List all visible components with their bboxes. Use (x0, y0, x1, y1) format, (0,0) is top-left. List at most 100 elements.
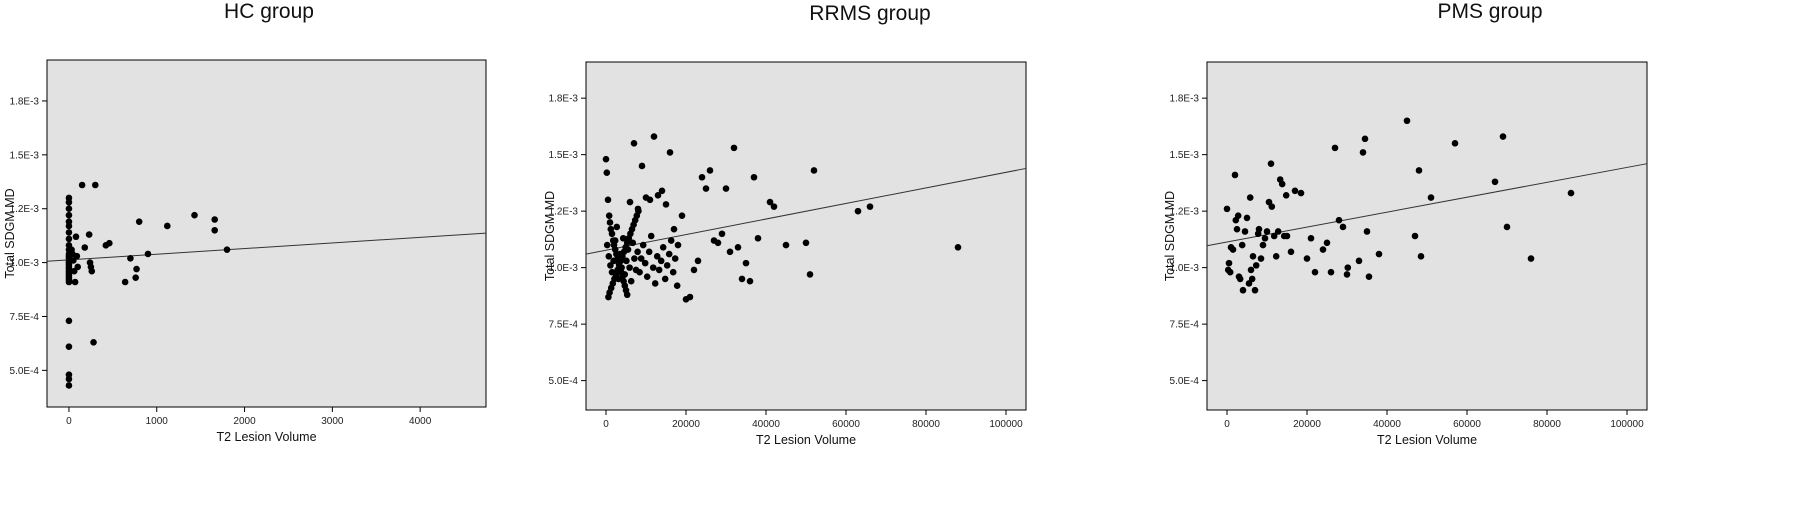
data-point (211, 226, 218, 234)
data-point (694, 257, 702, 265)
data-point (223, 246, 231, 253)
x-tick-label: 60000 (1453, 419, 1481, 430)
data-point (686, 293, 694, 301)
data-point (1226, 268, 1234, 276)
data-point (88, 267, 96, 275)
data-point (1319, 246, 1327, 253)
data-point (135, 218, 143, 225)
data-point (65, 375, 73, 383)
data-point (621, 271, 629, 278)
data-point (670, 225, 678, 233)
data-point (144, 250, 152, 258)
data-point (1233, 225, 1241, 233)
x-tick-label: 80000 (1533, 419, 1561, 430)
data-point (636, 268, 643, 276)
data-point (85, 231, 93, 238)
data-point (624, 246, 632, 253)
chart-pms: 5.0E-4 7.5E-4 1.0E-3 1.2E-3 1.5E-3 1.8E-3 0 200… (1163, 61, 1648, 447)
data-point (163, 222, 171, 230)
y-tick-label: 1.2E-3 (549, 207, 579, 218)
data-point (637, 255, 645, 262)
data-point (1249, 253, 1257, 260)
data-point (606, 219, 614, 226)
data-point (1223, 205, 1231, 213)
x-tick-label: 40000 (1373, 419, 1401, 430)
data-point (623, 257, 630, 265)
data-point (608, 268, 616, 276)
data-point (1491, 178, 1499, 186)
data-point (127, 254, 134, 262)
data-point (1359, 149, 1367, 156)
data-point (1297, 189, 1305, 197)
data-point (90, 339, 97, 346)
data-point (706, 167, 714, 174)
data-point (663, 262, 671, 269)
data-point (1335, 216, 1343, 224)
data-point (1236, 275, 1244, 283)
data-point (714, 239, 722, 247)
data-point (81, 244, 89, 251)
data-point (1261, 234, 1269, 242)
data-point (603, 169, 611, 177)
data-point (665, 250, 673, 258)
x-tick-label: 100000 (989, 419, 1023, 430)
data-point (1311, 268, 1319, 276)
data-point (1252, 262, 1260, 269)
data-point (1274, 228, 1282, 235)
y-axis-title: Total SDGM MD (3, 188, 17, 278)
data-point (655, 266, 663, 274)
data-point (647, 232, 655, 240)
data-point (630, 140, 638, 147)
y-tick-label: 5.0E-4 (10, 366, 40, 377)
y-tick-label: 5.0E-4 (1170, 376, 1200, 387)
data-point (643, 273, 651, 280)
data-point (1411, 232, 1419, 240)
chart-title: HC group (224, 0, 314, 23)
x-tick-label: 20000 (672, 419, 700, 430)
data-point (661, 275, 669, 283)
data-point (638, 162, 646, 170)
data-point (1267, 160, 1275, 167)
data-point (65, 229, 73, 236)
data-point (1270, 232, 1278, 240)
data-point (750, 173, 758, 181)
data-point (1263, 228, 1271, 235)
y-tick-label: 1.2E-3 (10, 204, 40, 215)
panel-rrms: RRMS group 5.0E-4 7.5E-4 1.0E-3 1.2E-3 1.5E-… (540, 0, 1180, 512)
data-point (634, 248, 641, 256)
data-point (673, 282, 681, 290)
data-point (1239, 286, 1247, 294)
data-point (754, 234, 762, 242)
y-tick-label: 5.0E-4 (549, 376, 579, 387)
data-point (611, 237, 619, 244)
y-tick-label: 1.8E-3 (1170, 94, 1200, 105)
x-tick-label: 3000 (321, 416, 344, 427)
data-point (678, 212, 686, 219)
data-point (657, 257, 665, 265)
data-point (1365, 273, 1373, 280)
data-point (610, 257, 617, 265)
data-point (1287, 248, 1295, 256)
data-point (802, 239, 810, 247)
y-axis-title: Total SDGM MD (1163, 191, 1177, 281)
data-point (78, 181, 86, 189)
data-point (722, 185, 730, 192)
data-point (746, 277, 754, 285)
data-point (659, 243, 667, 251)
data-point (1361, 135, 1369, 143)
data-point (608, 230, 616, 238)
fit-line (585, 167, 1027, 255)
fit-line (46, 232, 487, 262)
data-point (1225, 259, 1233, 267)
data-point (702, 185, 710, 192)
chart-title: PMS group (1437, 0, 1543, 23)
data-point (1246, 194, 1254, 201)
y-tick-label: 1.8E-3 (10, 96, 40, 107)
data-point (121, 278, 129, 286)
data-point (1268, 203, 1276, 210)
x-axis-title: T2 Lesion Volume (216, 430, 316, 444)
data-point (806, 271, 814, 278)
data-point (1243, 214, 1251, 222)
panel-pms: PMS group 5.0E-4 7.5E-4 1.0E-3 1.2E-3 1.5E-3… (1160, 0, 1800, 512)
y-tick-label: 1.5E-3 (10, 150, 40, 161)
